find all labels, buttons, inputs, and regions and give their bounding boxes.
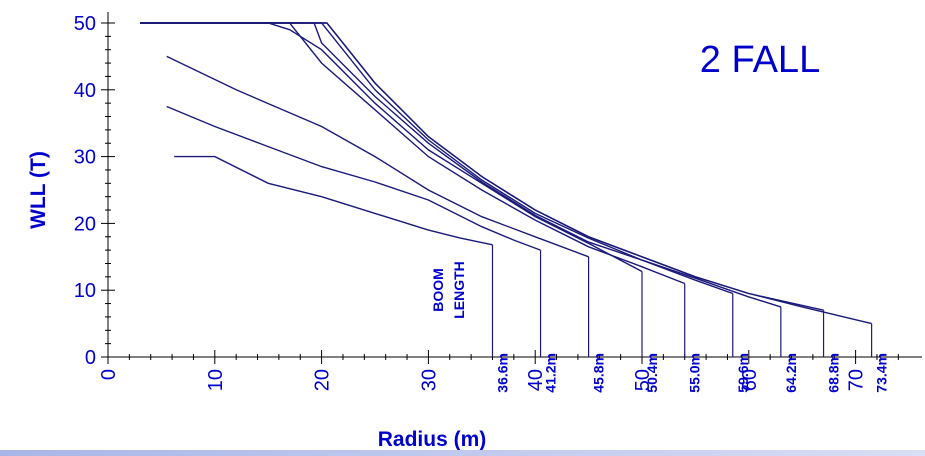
boom-length-word: LENGTH — [451, 261, 467, 319]
y-tick-label: 40 — [74, 80, 96, 102]
axes — [101, 12, 922, 364]
boom-drop-lines — [491, 244, 873, 357]
x-tick-label: 40 — [525, 369, 547, 391]
fall-annotation: 2 FALL — [700, 39, 820, 81]
y-tick-label: 20 — [74, 213, 96, 235]
boom-length-annotation: BOOM LENGTH — [430, 261, 467, 319]
x-tick-label: 20 — [312, 369, 334, 391]
boom-length-label: 64.2m — [783, 353, 799, 393]
boom-length-label: 41.2m — [543, 353, 559, 393]
x-tick-label: 10 — [205, 369, 227, 391]
boom-length-label: 55.0m — [687, 353, 703, 393]
y-axis-label: WLL (T) — [27, 151, 50, 229]
x-tick-label: 70 — [846, 369, 868, 391]
footer-band — [0, 450, 925, 456]
boom-length-label: 45.8m — [591, 353, 607, 393]
x-tick-label: 50 — [632, 369, 654, 391]
y-tick-label: 0 — [85, 347, 96, 369]
load-curve-59.6m — [140, 22, 734, 295]
boom-length-word: BOOM — [430, 268, 446, 312]
boom-length-label: 36.6m — [494, 353, 510, 393]
load-curve-64.2m — [140, 22, 782, 308]
boom-length-label: 59.6m — [735, 353, 751, 393]
y-tick-label: 50 — [74, 13, 96, 35]
x-axis-label: Radius (m) — [378, 428, 487, 451]
boom-length-label: 50.4m — [644, 353, 660, 393]
y-tick-label: 30 — [74, 147, 96, 169]
y-tick-label: 10 — [74, 280, 96, 302]
boom-length-label: 68.8m — [826, 353, 842, 393]
load-curve-50.4m — [140, 22, 643, 273]
load-curves — [140, 22, 872, 325]
load-curve-55.0m — [140, 22, 685, 285]
boom-length-label: 73.4m — [874, 353, 890, 393]
load-curve-41.2m — [166, 105, 541, 251]
x-tick-label: 30 — [418, 369, 440, 391]
x-tick-label: 60 — [739, 369, 761, 391]
tick-labels: 0 10 20 30 40 50 0 10 20 30 40 50 60 70 36.6m 41.2m 45.8… — [74, 13, 890, 393]
load-curve-45.8m — [166, 55, 589, 258]
load-curve-36.6m — [174, 155, 493, 246]
x-tick-label: 0 — [98, 369, 120, 380]
load-curve-73.4m — [140, 22, 872, 325]
